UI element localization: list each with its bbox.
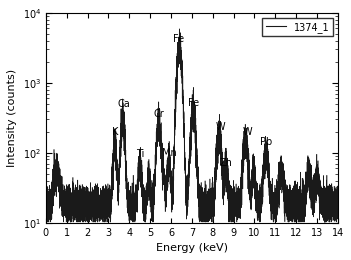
Text: Pb: Pb: [260, 137, 272, 147]
Text: Fe: Fe: [173, 34, 184, 44]
Text: W: W: [242, 127, 252, 136]
Text: Zn: Zn: [220, 158, 233, 168]
Y-axis label: Intensity (counts): Intensity (counts): [7, 69, 17, 167]
Text: Cr: Cr: [153, 109, 164, 119]
Text: Fe: Fe: [187, 98, 199, 108]
X-axis label: Energy (keV): Energy (keV): [156, 243, 228, 253]
Text: Mn: Mn: [161, 148, 176, 158]
Legend: 1374_1: 1374_1: [263, 18, 333, 36]
Text: K: K: [112, 127, 118, 136]
Text: W: W: [215, 122, 225, 132]
Text: Ca: Ca: [117, 99, 130, 109]
Text: Ti: Ti: [136, 150, 144, 159]
